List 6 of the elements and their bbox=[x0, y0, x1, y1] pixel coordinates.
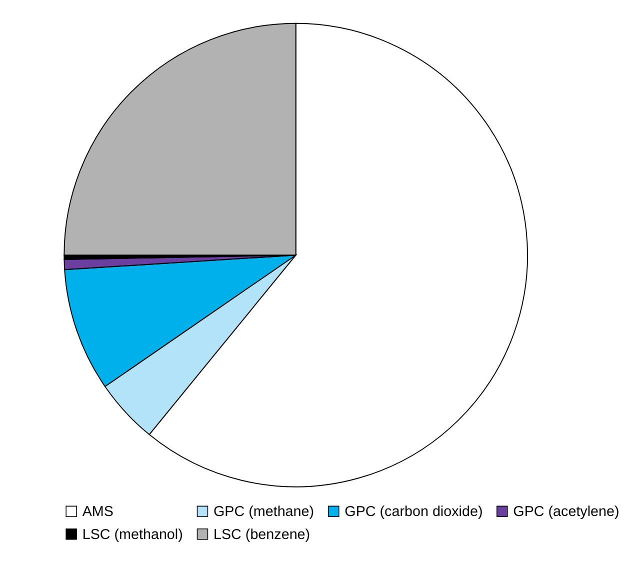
legend-label: GPC (acetylene) bbox=[513, 504, 620, 520]
legend-label: LSC (benzene) bbox=[213, 526, 310, 543]
legend-label: GPC (methane) bbox=[213, 504, 314, 520]
legend-label: LSC (methanol) bbox=[82, 526, 183, 543]
legend-label: AMS bbox=[82, 504, 114, 520]
legend-label: GPC (carbon dioxide) bbox=[344, 504, 483, 520]
